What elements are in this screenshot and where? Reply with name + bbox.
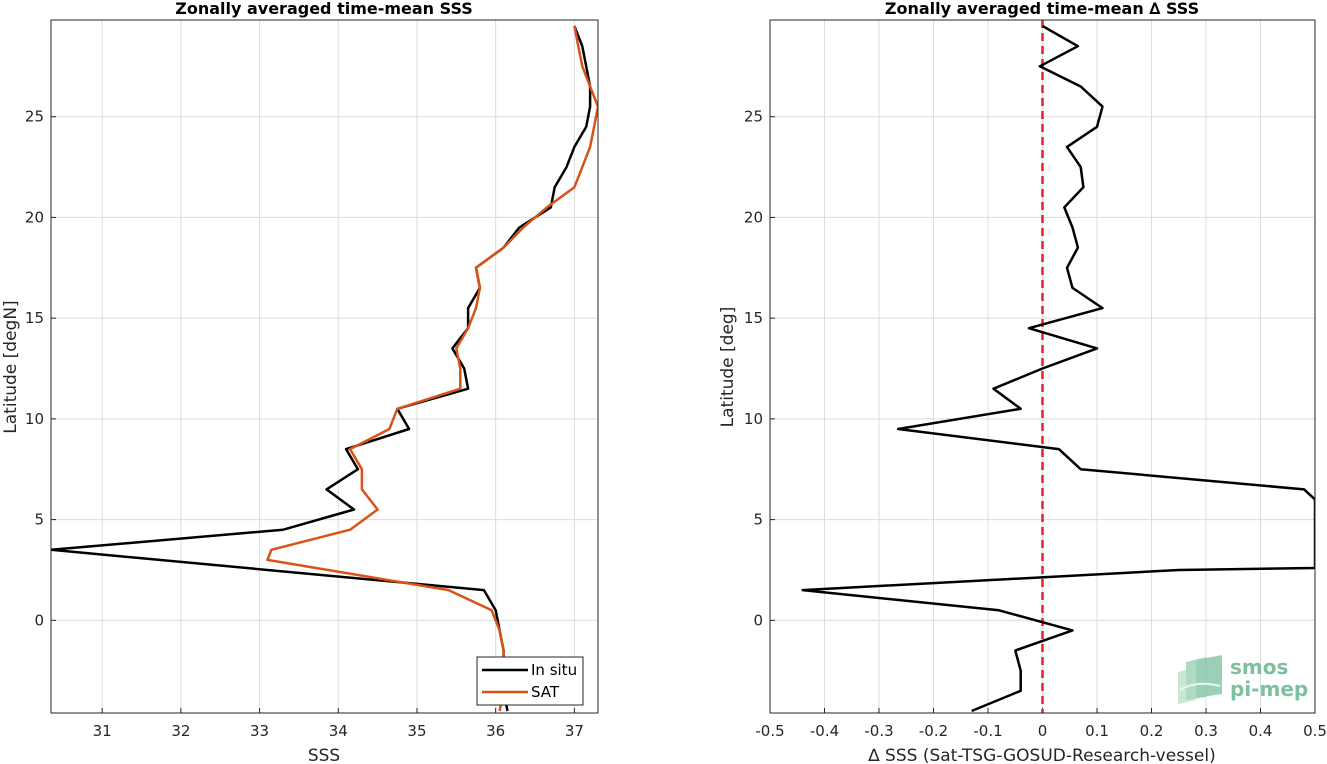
logo-text-smos: smos: [1230, 655, 1288, 679]
legend-label-sat: SAT: [531, 683, 560, 701]
x-tick-labels-delta: -0.5 -0.4 -0.3 -0.2 -0.1 0 0.1 0.2 0.3 0.4 0.5: [755, 722, 1327, 740]
legend-box: [476, 656, 584, 706]
y-tick-label: 10: [25, 410, 44, 428]
x-axis-label-sss: SSS: [308, 746, 340, 764]
x-tick-label: 31: [93, 722, 112, 740]
y-tick-label: 15: [744, 309, 763, 327]
y-tick-label: 25: [25, 108, 44, 126]
y-tick-labels-delta: 0 5 10 15 20 25: [744, 108, 763, 630]
panel-sss: 31 32 33 34 35 36 37 0 5 10 15 20 25 Zonally averag…: [1, 0, 599, 764]
x-tick-label: -0.4: [810, 722, 839, 740]
panel-delta-sss: -0.5 -0.4 -0.3 -0.2 -0.1 0 0.1 0.2 0.3 0.4 0.5 0 5 1…: [718, 0, 1327, 764]
x-tick-label: 0.2: [1140, 722, 1164, 740]
x-tick-label: 34: [329, 722, 348, 740]
x-tick-label: -0.2: [919, 722, 948, 740]
logo-mark-icon: [1178, 655, 1222, 704]
x-tick-label: 0.5: [1303, 722, 1327, 740]
x-tick-label: -0.1: [973, 722, 1002, 740]
x-tick-label: 0.1: [1085, 722, 1109, 740]
logo-text-pimep: pi-mep: [1230, 677, 1308, 701]
x-tick-label: -0.5: [755, 722, 784, 740]
y-axis-label-sss: Latitude [degN]: [1, 300, 21, 433]
y-tick-labels-sss: 0 5 10 15 20 25: [25, 108, 44, 630]
smos-pimep-logo: smos pi-mep: [1178, 655, 1308, 704]
y-tick-label: 5: [34, 511, 44, 529]
y-tick-label: 10: [744, 410, 763, 428]
y-tick-label: 0: [753, 611, 763, 629]
axes-box-delta: [769, 19, 1316, 714]
plot-area-sss: [51, 20, 598, 713]
y-tick-label: 25: [744, 108, 763, 126]
x-tick-label: 32: [171, 722, 190, 740]
x-tick-label: 0: [1038, 722, 1048, 740]
x-tick-label: 0.4: [1249, 722, 1273, 740]
x-tick-label: 35: [407, 722, 426, 740]
y-axis-label-delta: Latitude [deg]: [718, 307, 738, 428]
x-tick-labels-sss: 31 32 33 34 35 36 37: [93, 722, 584, 740]
y-tick-label: 5: [753, 511, 763, 529]
x-tick-label: -0.3: [864, 722, 893, 740]
y-tick-label: 0: [34, 611, 44, 629]
series-group-sss: [51, 25, 598, 712]
x-tick-label: 33: [250, 722, 269, 740]
y-tick-label: 20: [25, 208, 44, 226]
legend: In situ SAT: [476, 656, 584, 706]
x-tick-label: 36: [486, 722, 505, 740]
x-tick-label: 37: [565, 722, 584, 740]
chart-title-sss: Zonally averaged time-mean SSS: [175, 0, 473, 18]
x-tick-label: 0.3: [1194, 722, 1218, 740]
x-axis-label-delta: ∆ SSS (Sat-TSG-GOSUD-Research-vessel): [867, 746, 1215, 764]
axes-box-sss: [50, 19, 599, 714]
series-line-delta: [801, 24, 1315, 713]
legend-label-insitu: In situ: [531, 661, 577, 679]
series-group-delta: [801, 24, 1315, 713]
chart-title-delta: Zonally averaged time-mean ∆ SSS: [885, 0, 1199, 18]
y-tick-label: 15: [25, 309, 44, 327]
y-tick-label: 20: [744, 208, 763, 226]
grid-sss: [51, 20, 598, 713]
series-line-sat: [266, 25, 598, 712]
